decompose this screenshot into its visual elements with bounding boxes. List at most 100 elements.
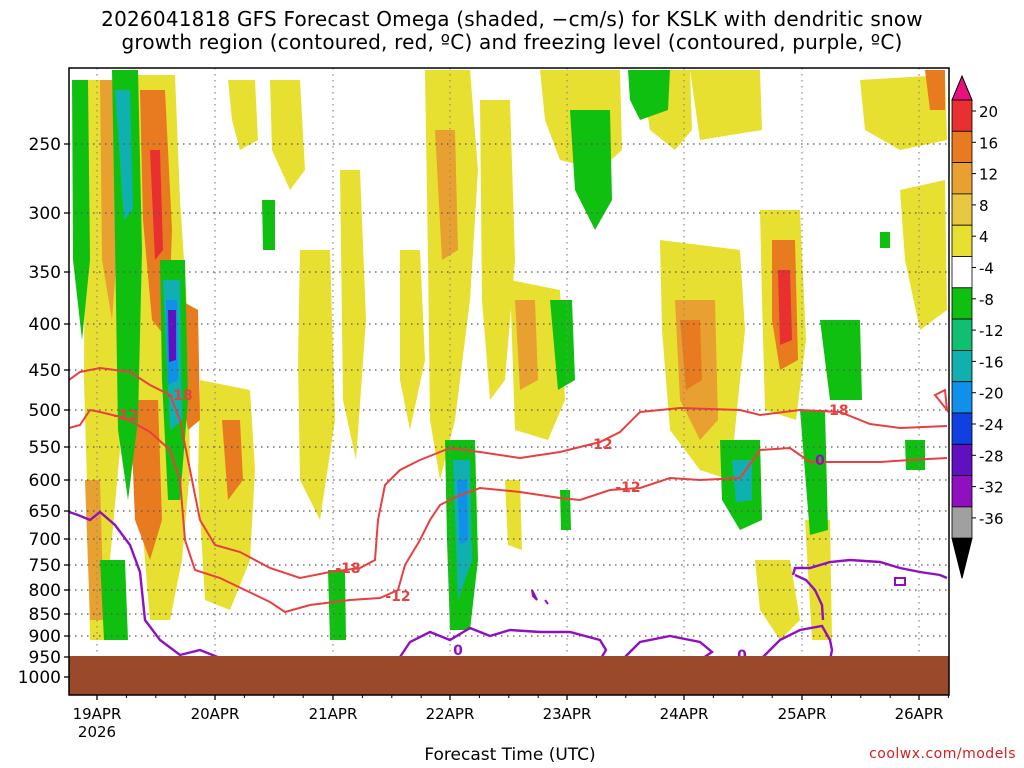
colorbar-box — [951, 443, 973, 476]
colorbar-box — [951, 287, 973, 320]
y-tick-label: 650 — [29, 502, 61, 522]
dgz-contours — [69, 366, 949, 614]
omega-sink — [570, 110, 612, 230]
omega-sink — [800, 410, 828, 535]
x-tick-label: 19APR — [73, 705, 122, 723]
freezing-contour-0 — [894, 577, 906, 586]
colorbar-label: -4 — [979, 260, 994, 278]
contour-label: -18 — [167, 388, 192, 404]
x-tick-label: 26APR — [895, 705, 944, 723]
omega-sink — [820, 320, 862, 400]
colorbar-label: -36 — [979, 510, 1004, 528]
omega-blob — [228, 80, 258, 150]
colorbar-bottom-arrow — [951, 537, 973, 579]
x-tick-label: 24APR — [660, 705, 709, 723]
omega-sink — [880, 232, 890, 248]
surface-terrain — [69, 656, 949, 695]
y-tick-label: 750 — [29, 556, 61, 576]
x-tick-label: 25APR — [778, 705, 827, 723]
freezing-contour-0 — [69, 510, 221, 660]
omega-blob — [298, 250, 335, 520]
omega-blob — [505, 480, 522, 550]
omega-sink — [112, 70, 142, 500]
colorbar-label: -20 — [979, 385, 1004, 403]
omega-blob — [690, 70, 762, 140]
colorbar-box — [951, 506, 973, 539]
omega-blob — [340, 170, 366, 460]
colorbar-box — [951, 256, 973, 289]
colorbar-label: -16 — [979, 353, 1004, 371]
omega-blob — [270, 80, 305, 190]
omega-blob — [755, 560, 800, 640]
freezing-contours — [69, 510, 948, 661]
colorbar-box — [951, 318, 973, 351]
y-tick-label: 550 — [29, 438, 61, 458]
y-tick-label: 450 — [29, 361, 61, 381]
colorbar-label: 16 — [979, 134, 998, 152]
omega-sink — [905, 440, 925, 470]
y-tick-label: 1000 — [18, 668, 61, 688]
omega-core — [150, 150, 163, 260]
y-tick-label: 600 — [29, 471, 61, 491]
freezing-contour-0 — [759, 624, 834, 661]
omega-sink — [115, 90, 133, 220]
y-tick-label: 850 — [29, 605, 61, 625]
y-tick-label: 800 — [29, 581, 61, 601]
colorbar-box — [951, 381, 973, 414]
y-tick-label: 500 — [29, 401, 61, 421]
colorbar-label: -8 — [979, 291, 994, 309]
contour-label: 0 — [453, 643, 463, 659]
omega-sink — [72, 80, 90, 340]
contour-label: -18 — [335, 561, 360, 577]
colorbar-box — [951, 349, 973, 383]
chart-title: 2026041818 GFS Forecast Omega (shaded, −… — [0, 8, 1024, 54]
colorbar-box — [951, 99, 973, 132]
omega-blob — [805, 520, 832, 640]
contour-label: -12 — [385, 589, 410, 605]
freezing-contour-0 — [397, 626, 608, 661]
omega-sink — [732, 460, 752, 502]
dgz-contour-small — [933, 388, 949, 414]
colorbar-label: 20 — [979, 103, 998, 121]
contour-label: -12 — [113, 408, 138, 424]
omega-sink — [100, 560, 128, 640]
y-axis: 2503003504004505005506006507007508008509… — [18, 135, 69, 688]
dgz-contour-minus12 — [69, 408, 948, 614]
colorbar-box — [951, 475, 973, 508]
colorbar-label: -12 — [979, 322, 1004, 340]
colorbar-label: 8 — [979, 197, 989, 215]
freezing-contour-0 — [791, 558, 948, 580]
x-tick-label: 20APR — [191, 705, 240, 723]
omega-sink — [457, 480, 468, 545]
colorbar: 20 16 12 8 4 -4 -8 -12 -16 -20 -24 -28 -32 -36 — [951, 74, 1004, 579]
omega-sink — [628, 70, 670, 120]
contour-label: -18 — [823, 403, 848, 419]
colorbar-box — [951, 224, 973, 257]
colorbar-label: 4 — [979, 228, 989, 246]
omega-core — [925, 70, 945, 110]
y-tick-label: 700 — [29, 530, 61, 550]
omega-sink — [550, 300, 575, 390]
x-tick-label: 21APR — [309, 705, 358, 723]
freezing-contour-0 — [794, 573, 825, 621]
omega-core — [85, 480, 104, 620]
chart-title-line2: growth region (contoured, red, ºC) and f… — [121, 30, 903, 54]
contour-label: -12 — [615, 480, 640, 496]
dgz-contour-minus18 — [69, 366, 948, 580]
omega-sink — [262, 200, 275, 250]
omega-core — [515, 300, 538, 390]
colorbar-label: -32 — [979, 479, 1004, 497]
y-tick-label: 350 — [29, 263, 61, 283]
colorbar-top-arrow — [951, 74, 973, 101]
omega-sink — [560, 490, 571, 530]
date-gridlines — [96, 68, 920, 656]
colorbar-label: -28 — [979, 447, 1004, 465]
colorbar-box — [951, 162, 973, 195]
omega-blob — [900, 180, 947, 330]
y-tick-label: 900 — [29, 627, 61, 647]
omega-core — [435, 130, 458, 260]
x-tick-label: 22APR — [426, 705, 475, 723]
omega-core — [680, 320, 702, 390]
contour-label: -12 — [587, 437, 612, 453]
